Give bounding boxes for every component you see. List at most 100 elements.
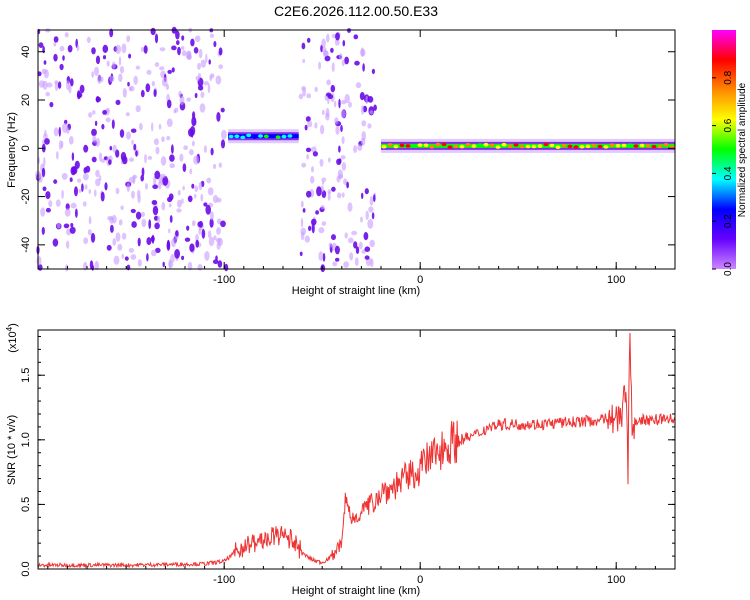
signal-peak	[281, 134, 287, 139]
signal-peak	[651, 144, 657, 149]
spectrogram-xtick-label: 0	[417, 274, 423, 286]
noise-blob	[43, 60, 47, 65]
noise-blob	[79, 84, 85, 94]
noise-blob	[130, 254, 137, 260]
snr-xlabel: Height of straight line (km)	[292, 585, 420, 597]
signal-peak	[258, 134, 263, 138]
noise-blob	[140, 89, 145, 98]
noise-blob	[43, 156, 46, 167]
noise-blob	[115, 44, 122, 55]
signal-peak	[645, 144, 651, 148]
noise-blob	[90, 232, 96, 243]
signal-peak	[603, 145, 609, 149]
noise-blob	[310, 175, 315, 184]
noise-blob	[198, 48, 203, 59]
noise-blob	[306, 93, 312, 99]
noise-blob	[91, 128, 97, 137]
noise-blob	[141, 167, 145, 177]
noise-blob	[55, 151, 59, 160]
signal-peak	[483, 142, 489, 147]
noise-blob	[325, 112, 330, 121]
signal-peak	[228, 134, 234, 139]
noise-blob	[120, 205, 124, 211]
noise-blob	[91, 156, 97, 163]
noise-blob	[198, 227, 202, 235]
noise-blob	[161, 76, 168, 87]
noise-blob	[167, 69, 172, 74]
noise-blob	[338, 53, 343, 60]
noise-blob	[133, 75, 138, 85]
noise-blob	[83, 237, 89, 245]
noise-blob	[371, 68, 375, 75]
noise-blob	[41, 167, 46, 178]
signal-peak	[573, 145, 579, 149]
signal-peak	[615, 144, 621, 148]
noise-blob	[135, 65, 141, 70]
noise-blob	[220, 107, 225, 113]
noise-blob	[119, 66, 125, 74]
noise-blob	[161, 136, 165, 143]
noise-blob	[191, 140, 195, 147]
noise-blob	[141, 218, 147, 228]
noise-blob	[118, 219, 123, 226]
noise-blob	[194, 185, 199, 192]
noise-blob	[355, 82, 362, 89]
noise-blob	[153, 89, 157, 98]
noise-blob	[220, 220, 226, 228]
noise-blob	[45, 207, 51, 213]
noise-blob	[171, 45, 177, 51]
noise-blob	[175, 230, 179, 237]
noise-blob	[198, 181, 203, 191]
noise-blob	[91, 47, 96, 55]
colorbar-scale	[712, 30, 736, 269]
noise-blob	[160, 173, 166, 179]
noise-blob	[102, 55, 107, 60]
noise-blob	[131, 139, 134, 145]
noise-blob	[157, 215, 161, 224]
signal-peak	[657, 144, 663, 149]
noise-blob	[109, 75, 115, 83]
noise-blob	[311, 166, 314, 173]
noise-blob	[302, 58, 306, 64]
noise-blob	[76, 90, 81, 100]
signal-peak	[525, 144, 531, 149]
noise-blob	[166, 99, 172, 109]
noise-blob	[43, 69, 49, 79]
noise-blob	[200, 59, 206, 68]
noise-blob	[45, 191, 51, 200]
noise-blob	[367, 123, 372, 129]
noise-blob	[344, 56, 349, 65]
noise-blob	[332, 261, 338, 267]
signal-peak	[519, 144, 525, 149]
noise-blob	[347, 237, 354, 244]
noise-blob	[197, 62, 201, 70]
signal-peak	[555, 145, 561, 149]
noise-blob	[161, 201, 166, 211]
noise-blob	[320, 264, 326, 273]
noise-blob	[147, 155, 153, 160]
noise-blob	[307, 120, 313, 128]
noise-blob	[70, 223, 74, 228]
noise-blob	[131, 190, 135, 199]
noise-blob	[146, 237, 152, 246]
noise-blob	[117, 243, 123, 251]
noise-blob	[218, 47, 223, 56]
noise-blob	[178, 90, 182, 97]
noise-blob	[353, 34, 359, 40]
noise-blob	[125, 112, 130, 117]
spectrogram-ytick-label: -20	[20, 189, 32, 205]
noise-blob	[88, 216, 92, 225]
noise-blob	[177, 199, 182, 208]
noise-blob	[101, 158, 106, 163]
noise-blob	[370, 258, 374, 268]
noise-blob	[65, 203, 70, 211]
noise-blob	[77, 178, 82, 183]
noise-blob	[170, 253, 175, 263]
noise-blob	[355, 246, 360, 255]
noise-blob	[66, 240, 70, 249]
signal-peak	[471, 144, 477, 148]
signal-peak	[543, 142, 549, 147]
noise-blob	[359, 92, 365, 101]
signal-peak	[453, 144, 459, 149]
noise-blob	[86, 36, 91, 44]
